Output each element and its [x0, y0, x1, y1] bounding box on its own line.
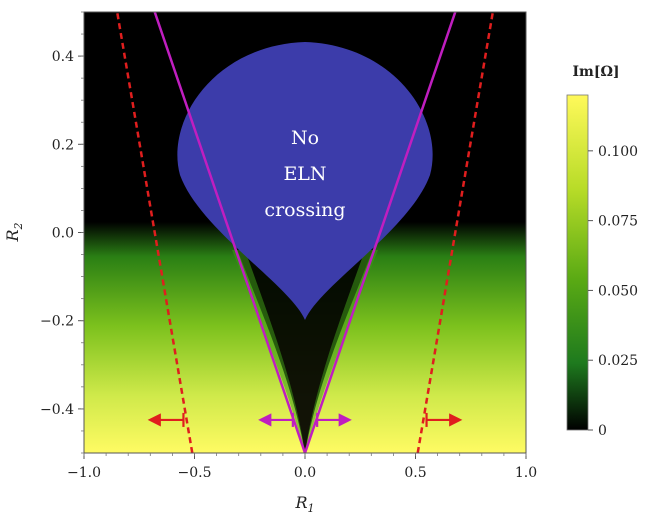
arrows-layer — [147, 412, 463, 427]
solid-boundary-line-1 — [303, 12, 457, 453]
solid-boundary-line-0 — [153, 12, 307, 453]
colorbar-gradient — [566, 94, 589, 431]
dashed-boundary-line-0 — [115, 12, 194, 453]
y-axis-label: R2 — [3, 222, 25, 242]
heatmap-plot — [84, 12, 526, 453]
y-tick-label: −0.4 — [40, 402, 74, 418]
colorbar-tick-label: 0.100 — [598, 144, 638, 160]
x-axis: −1.0 −0.5 0.0 0.5 1.0 — [67, 453, 537, 481]
colorbar-tick-label: 0.075 — [598, 214, 638, 230]
heatmap-dark-wedge — [230, 230, 380, 453]
annotation-line-2: ELN — [283, 163, 326, 185]
y-tick-label: 0.4 — [52, 49, 74, 65]
colorbar-tick-label: 0.025 — [598, 353, 638, 369]
y-tick-label: 0.2 — [52, 137, 74, 153]
colorbar-tick-label: 0 — [598, 423, 607, 439]
colorbar-title: Im[Ω] — [572, 64, 619, 80]
lines-layer — [115, 12, 495, 453]
colorbar-tick-label: 0.050 — [598, 283, 638, 299]
region-annotation: No ELN crossing — [264, 127, 345, 221]
annotation-line-1: No — [291, 127, 319, 149]
x-tick-label: 1.0 — [515, 465, 537, 481]
colorbar-ticks: 0 0.025 0.050 0.075 0.100 — [588, 144, 638, 439]
annotation-line-3: crossing — [264, 199, 345, 221]
x-tick-label: −1.0 — [67, 465, 101, 481]
y-tick-label: 0.0 — [52, 226, 74, 242]
y-tick-label: −0.2 — [40, 314, 74, 330]
x-tick-label: 0.0 — [294, 465, 316, 481]
x-tick-label: 0.5 — [404, 465, 426, 481]
y-axis: −0.4 −0.2 0.0 0.2 0.4 — [40, 11, 84, 454]
x-axis-label: R1 — [294, 493, 314, 515]
dashed-boundary-line-1 — [416, 12, 495, 453]
x-tick-label: −0.5 — [178, 465, 212, 481]
colorbar: Im[Ω] 0 0.025 0.050 0.075 0.100 — [566, 64, 638, 439]
no-eln-crossing-region — [177, 42, 433, 320]
